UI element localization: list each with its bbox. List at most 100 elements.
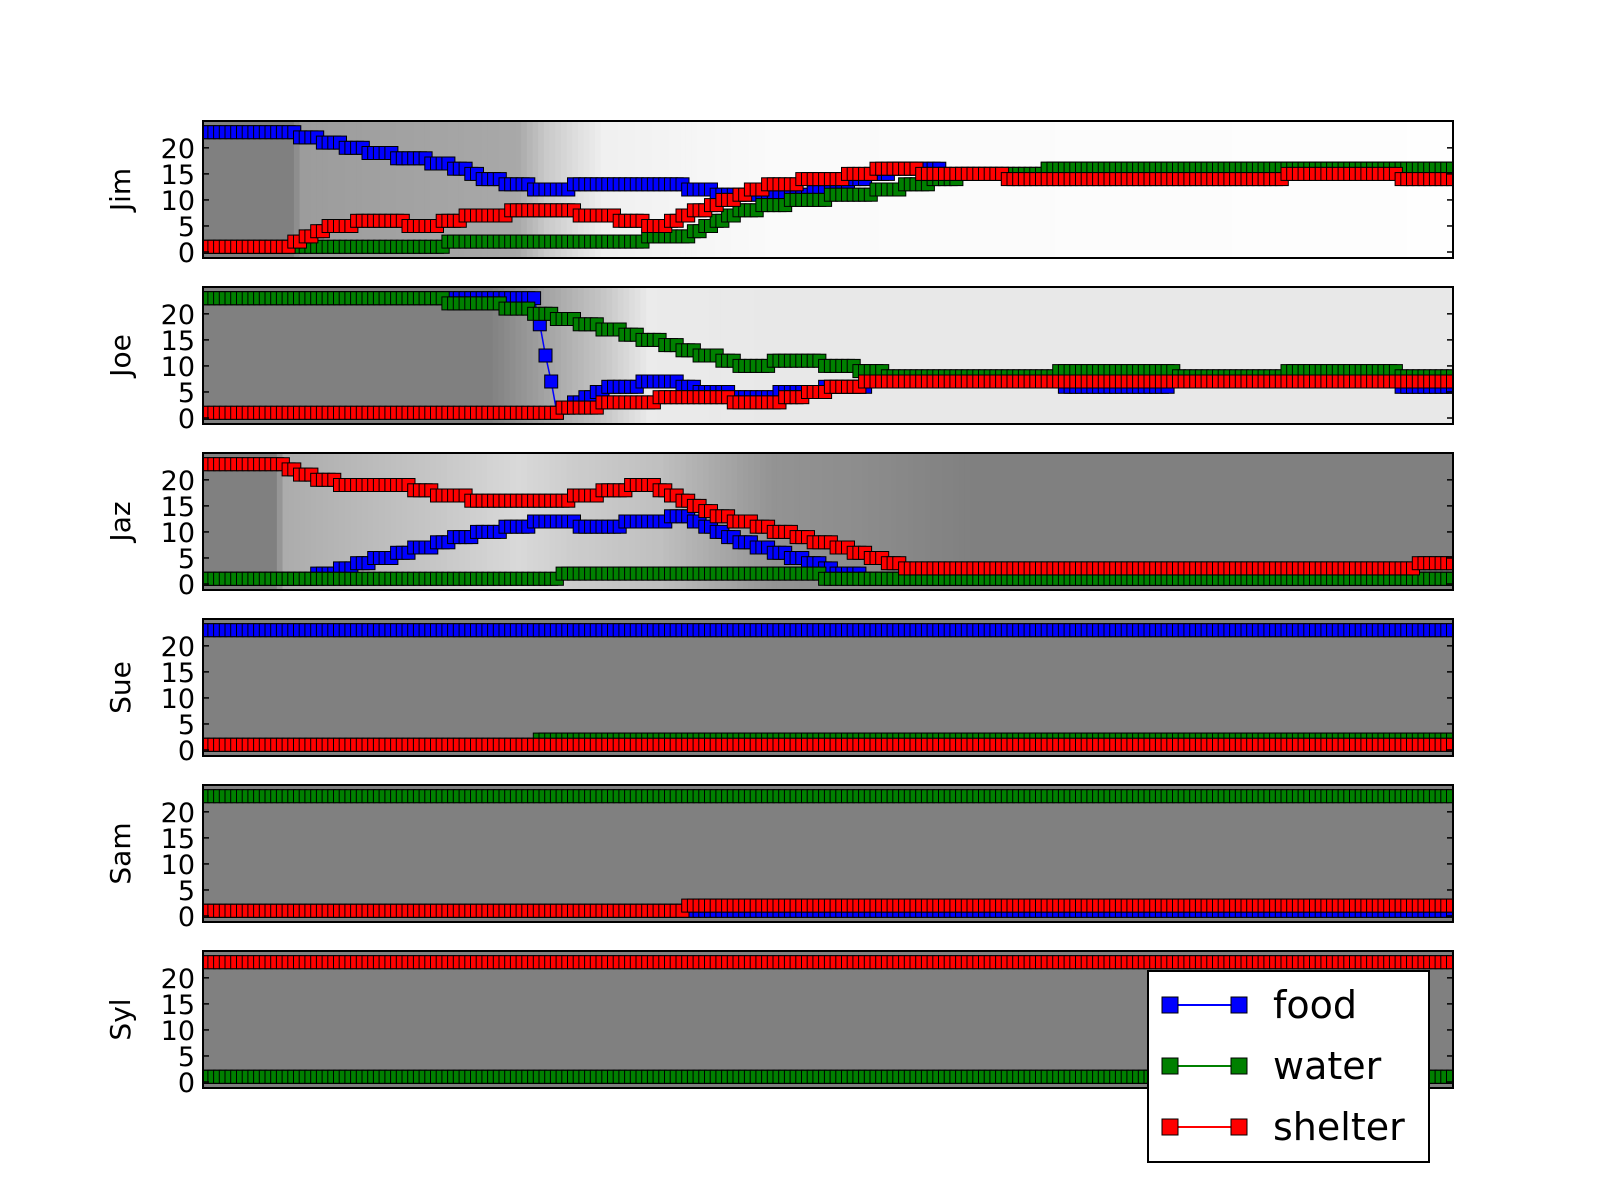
- heatmap-cell: [1106, 619, 1113, 756]
- heatmap-cell: [1100, 951, 1108, 1088]
- heatmap-cell: [288, 619, 295, 756]
- heatmap-cell: [350, 121, 358, 258]
- heatmap-cell: [606, 619, 613, 756]
- heatmap-cell: [1271, 121, 1278, 258]
- ylabel: Sam: [104, 822, 137, 884]
- heatmap-cell: [1435, 785, 1443, 922]
- heatmap-cell: [345, 287, 352, 424]
- heatmap-cell: [651, 951, 659, 1088]
- heatmap-cell: [623, 951, 630, 1088]
- heatmap-cell: [435, 619, 443, 756]
- heatmap-cell: [1185, 287, 1193, 424]
- heatmap-cell: [1362, 121, 1369, 258]
- heatmap-cell: [1418, 785, 1426, 922]
- heatmap-cell: [1248, 785, 1255, 922]
- heatmap-cell: [1043, 951, 1051, 1088]
- heatmap-cell: [1271, 785, 1278, 922]
- heatmap-cell: [1174, 121, 1181, 258]
- heatmap-cell: [947, 121, 954, 258]
- heatmap-cell: [339, 785, 346, 922]
- heatmap-cell: [850, 453, 858, 590]
- heatmap-cell: [441, 619, 448, 756]
- heatmap-cell: [401, 287, 409, 424]
- heatmap-cell: [475, 453, 483, 590]
- heatmap-cell: [651, 619, 659, 756]
- heatmap-cell: [526, 287, 534, 424]
- heatmap-cell: [356, 453, 363, 590]
- heatmap-cell: [435, 951, 443, 1088]
- heatmap-cell: [589, 785, 596, 922]
- heatmap-cell: [384, 785, 392, 922]
- heatmap-cell: [1072, 453, 1079, 590]
- heatmap-cell: [1276, 121, 1284, 258]
- heatmap-cell: [1168, 785, 1176, 922]
- heatmap-cell: [1447, 619, 1453, 756]
- heatmap-cell: [310, 287, 318, 424]
- heatmap-cell: [634, 287, 642, 424]
- heatmap-cell: [981, 785, 988, 922]
- heatmap-cell: [543, 951, 551, 1088]
- heatmap-cell: [1328, 287, 1335, 424]
- heatmap-cell: [1032, 785, 1039, 922]
- heatmap-cell: [600, 619, 608, 756]
- heatmap-cell: [282, 453, 289, 590]
- heatmap-cell: [1345, 121, 1352, 258]
- heatmap-cell: [833, 619, 840, 756]
- heatmap-cell: [1214, 785, 1221, 922]
- heatmap-cell: [566, 619, 573, 756]
- heatmap-cell: [1106, 453, 1113, 590]
- heatmap-cell: [589, 287, 596, 424]
- heatmap-cell: [970, 287, 977, 424]
- heatmap-cell: [776, 619, 784, 756]
- heatmap-cell: [265, 121, 272, 258]
- heatmap-cell: [345, 453, 352, 590]
- ytick-label: 0: [178, 570, 195, 601]
- heatmap-cell: [1151, 453, 1159, 590]
- heatmap-cell: [1310, 287, 1318, 424]
- heatmap-cell: [231, 287, 238, 424]
- heatmap-cell: [833, 287, 840, 424]
- heatmap-cell: [595, 619, 602, 756]
- ytick-label: 5: [178, 710, 195, 741]
- heatmap-cell: [828, 951, 835, 1088]
- heatmap-cell: [248, 619, 255, 756]
- heatmap-cell: [1060, 785, 1068, 922]
- heatmap-cell: [265, 287, 272, 424]
- heatmap-cell: [1066, 619, 1073, 756]
- heatmap-cell: [1259, 619, 1267, 756]
- heatmap-cell: [407, 619, 414, 756]
- heatmap-cell: [1231, 453, 1238, 590]
- heatmap-cell: [1203, 453, 1210, 590]
- axes-frame: [202, 784, 1454, 923]
- heatmap-cell: [1129, 785, 1136, 922]
- ytick-label: 5: [178, 378, 195, 409]
- heatmap-cell: [1174, 785, 1181, 922]
- heatmap-cell: [606, 951, 613, 1088]
- heatmap-cell: [1095, 785, 1102, 922]
- heatmap-cell: [856, 951, 863, 1088]
- heatmap-cell: [1418, 287, 1426, 424]
- heatmap-cell: [470, 951, 477, 1088]
- heatmap-cell: [396, 121, 403, 258]
- heatmap-cell: [583, 287, 590, 424]
- heatmap-cell: [1299, 785, 1306, 922]
- heatmap-cell: [453, 951, 460, 1088]
- heatmap-cell: [367, 287, 375, 424]
- heatmap-cell: [833, 951, 840, 1088]
- heatmap-cell: [583, 951, 590, 1088]
- ytick-label: 10: [161, 684, 195, 715]
- heatmap-cell: [1134, 619, 1142, 756]
- heatmap-cell: [987, 785, 994, 922]
- heatmap-cell: [793, 785, 801, 922]
- heatmap-cell: [953, 453, 960, 590]
- heatmap-cell: [1435, 453, 1443, 590]
- heatmap-cell: [242, 287, 250, 424]
- heatmap-cell: [458, 453, 465, 590]
- heatmap-cell: [1333, 619, 1340, 756]
- heatmap-cell: [521, 785, 528, 922]
- heatmap-cell: [1151, 121, 1159, 258]
- heatmap-cell: [1021, 121, 1028, 258]
- heatmap-cell: [924, 619, 931, 756]
- heatmap-cell: [271, 951, 278, 1088]
- heatmap-cell: [1430, 951, 1437, 1088]
